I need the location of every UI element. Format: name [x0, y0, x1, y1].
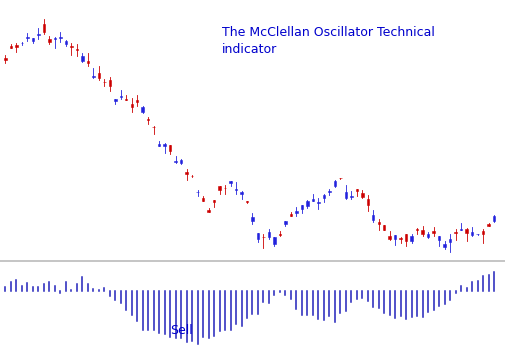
Bar — [97, 73, 100, 78]
Bar — [416, 229, 419, 230]
Bar — [443, 244, 446, 247]
Bar — [306, 202, 309, 206]
Bar — [191, 175, 193, 176]
Bar — [471, 232, 473, 235]
Bar — [70, 46, 73, 47]
Bar — [383, 225, 385, 229]
Bar — [465, 229, 468, 233]
Bar — [4, 58, 7, 60]
Bar — [284, 221, 287, 224]
Bar — [59, 37, 62, 38]
Bar — [378, 222, 380, 224]
Bar — [405, 234, 408, 241]
Text: The McClellan Oscillator Technical
indicator: The McClellan Oscillator Technical indic… — [222, 26, 435, 56]
Bar — [26, 37, 29, 38]
Bar — [43, 24, 45, 32]
Bar — [427, 234, 429, 236]
Bar — [367, 199, 369, 205]
Bar — [10, 46, 12, 48]
Bar — [438, 236, 440, 240]
Bar — [460, 229, 462, 230]
Bar — [114, 99, 117, 101]
Bar — [454, 232, 457, 233]
Bar — [185, 172, 188, 174]
Text: Sell: Sell — [170, 324, 192, 337]
Bar — [240, 192, 243, 194]
Bar — [164, 144, 166, 146]
Bar — [229, 181, 232, 184]
Bar — [323, 195, 325, 198]
Bar — [449, 239, 451, 242]
Bar — [136, 100, 138, 102]
Bar — [399, 238, 402, 239]
Bar — [487, 224, 490, 226]
Bar — [432, 231, 435, 233]
Bar — [262, 236, 265, 237]
Bar — [361, 193, 364, 197]
Bar — [290, 214, 292, 215]
Bar — [169, 146, 171, 152]
Bar — [141, 108, 144, 112]
Bar — [411, 236, 413, 241]
Bar — [92, 76, 94, 77]
Bar — [251, 217, 254, 221]
Bar — [37, 34, 40, 35]
Bar — [218, 186, 221, 190]
Bar — [300, 205, 303, 209]
Bar — [344, 192, 347, 198]
Bar — [394, 235, 396, 239]
Bar — [493, 217, 495, 221]
Bar — [130, 104, 133, 107]
Bar — [202, 198, 205, 201]
Bar — [180, 160, 182, 163]
Bar — [422, 230, 424, 234]
Bar — [208, 211, 210, 212]
Bar — [279, 234, 281, 235]
Bar — [158, 144, 161, 146]
Bar — [76, 49, 78, 50]
Bar — [268, 232, 270, 236]
Bar — [317, 202, 320, 203]
Bar — [120, 96, 122, 97]
Bar — [482, 231, 484, 234]
Bar — [15, 45, 18, 47]
Bar — [81, 56, 83, 61]
Bar — [328, 191, 331, 192]
Bar — [224, 187, 226, 189]
Bar — [295, 211, 297, 213]
Bar — [388, 236, 391, 239]
Bar — [213, 201, 215, 202]
Bar — [312, 199, 314, 201]
Bar — [109, 80, 111, 86]
Bar — [54, 38, 56, 39]
Bar — [235, 189, 237, 190]
Bar — [350, 196, 352, 197]
Bar — [147, 119, 149, 120]
Bar — [65, 41, 67, 44]
Bar — [32, 38, 34, 41]
Bar — [273, 237, 276, 244]
Bar — [372, 215, 375, 220]
Bar — [174, 160, 177, 162]
Bar — [334, 181, 336, 186]
Bar — [356, 189, 358, 191]
Bar — [246, 201, 248, 202]
Bar — [125, 99, 127, 100]
Bar — [86, 61, 89, 63]
Bar — [48, 39, 50, 42]
Bar — [257, 233, 259, 239]
